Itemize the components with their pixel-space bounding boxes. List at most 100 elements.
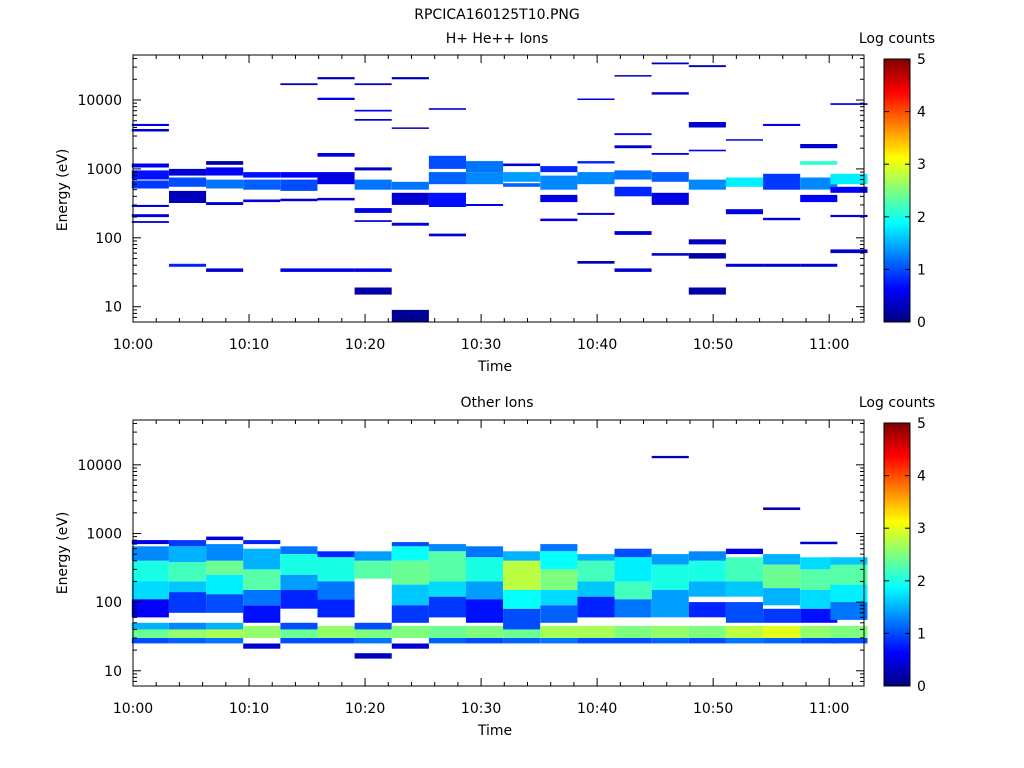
heatmap-cell [391,625,429,638]
heatmap-cell [428,155,466,169]
heatmap-cell [688,602,726,618]
heatmap-cell [800,557,838,570]
heatmap-cell [391,605,429,623]
heatmap-cell [688,179,726,190]
heatmap-cell [577,596,615,618]
heatmap-cell [428,544,466,552]
colorbar-tick-label: 4 [917,469,926,485]
heatmap-cell [131,599,169,618]
heatmap-cell [169,190,207,203]
heatmap-cell [354,622,392,630]
heatmap-cell [614,557,652,582]
heatmap-cell [354,653,392,659]
heatmap-cell [614,638,652,644]
heatmap-cell [503,551,541,561]
heatmap-cell [466,204,504,206]
heatmap-cell [800,541,838,545]
heatmap-cell [280,629,318,638]
heatmap-cell [830,186,868,193]
colorbar-tick-label: 2 [917,574,926,590]
heatmap-cell [614,170,652,180]
x-tick-label: 10:50 [693,337,733,353]
colorbar-tick-label: 3 [917,521,926,537]
heatmap-cell [688,65,726,68]
heatmap-cell [354,287,392,295]
y-tick-label: 1000 [86,162,122,178]
panel-h-ions: H+ He++ Ions Log counts Time Energy (eV)… [55,31,935,375]
heatmap-cell [577,261,615,264]
y-tick-label: 100 [95,231,122,247]
heatmap-cell [540,605,578,623]
heatmap-cell [243,590,281,606]
heatmap-cell [169,638,207,644]
heatmap-cell [317,581,355,600]
heatmap-cell [428,172,466,185]
heatmap-cell [614,599,652,618]
heatmap-cell [503,172,541,182]
heatmap-cell [614,548,652,558]
heatmap-cell [391,222,429,226]
heatmap-cell [131,129,169,132]
heatmap-cell [354,167,392,171]
x-tick-label: 11:00 [809,337,849,353]
heatmap-cell [688,253,726,259]
x-tick-label: 11:00 [809,701,849,717]
y-tick-label: 10 [104,300,122,316]
heatmap-cell [503,608,541,630]
heatmap-cell [688,551,726,561]
heatmap-cell [800,194,838,203]
heatmap-cell [688,581,726,597]
heatmap-cell [280,546,318,555]
heatmap-cell [428,625,466,638]
heatmap-cell [614,133,652,136]
heatmap-cell [428,551,466,582]
heatmap-cell [800,569,838,591]
heatmap-cell [206,268,244,272]
heatmap-cell [466,599,504,623]
heatmap-cell [763,588,801,606]
heatmap-cell [651,590,689,618]
x-tick-label: 10:20 [345,701,385,717]
heatmap-cell [317,557,355,582]
heatmap-cell [169,263,207,267]
heatmap-cell [354,560,392,579]
heatmap-cell [725,139,763,141]
colorbar-tick-label: 1 [917,626,926,642]
heatmap-cell [243,643,281,649]
heatmap-cell [503,590,541,609]
x-tick-label: 10:10 [229,337,269,353]
heatmap-cell [688,287,726,295]
heatmap-cell [830,173,868,185]
heatmap-cell [503,629,541,638]
heatmap-cell [725,581,763,597]
panel-other-ions: Other Ions Log counts Time Energy (eV) 1… [55,395,935,739]
heatmap-cell [317,172,355,185]
colorbar-tick-label: 4 [917,105,926,121]
heatmap-cell [169,622,207,630]
heatmap-cell [354,119,392,121]
heatmap-cell [206,594,244,613]
heatmap-cell [391,542,429,547]
heatmap-cell [688,122,726,128]
axes: 10:00 10:10 10:20 10:30 10:40 10:50 11:00 10 100… [77,419,865,717]
heatmap-cell [391,181,429,190]
heatmap-cell [354,208,392,213]
heatmap-cell [317,599,355,618]
colorbar-label: Log counts [859,31,935,47]
colorbar: 0 1 2 3 4 5 [883,416,926,695]
heatmap-cell [317,153,355,157]
x-tick-label: 10:20 [345,337,385,353]
colorbar-tick-label: 3 [917,157,926,173]
heatmap-cell [725,177,763,187]
heatmap-cell [131,622,169,630]
heatmap-cell [800,177,838,190]
heatmap-cell [577,212,615,215]
heatmap-cell [131,546,169,561]
heatmap-cell [503,163,541,167]
heatmap-cell [317,97,355,100]
heatmap-cell [614,581,652,600]
heatmap-cell [763,638,801,644]
heatmap-cell [243,199,281,203]
heatmap-cell [354,268,392,272]
heatmap-cell [317,197,355,201]
